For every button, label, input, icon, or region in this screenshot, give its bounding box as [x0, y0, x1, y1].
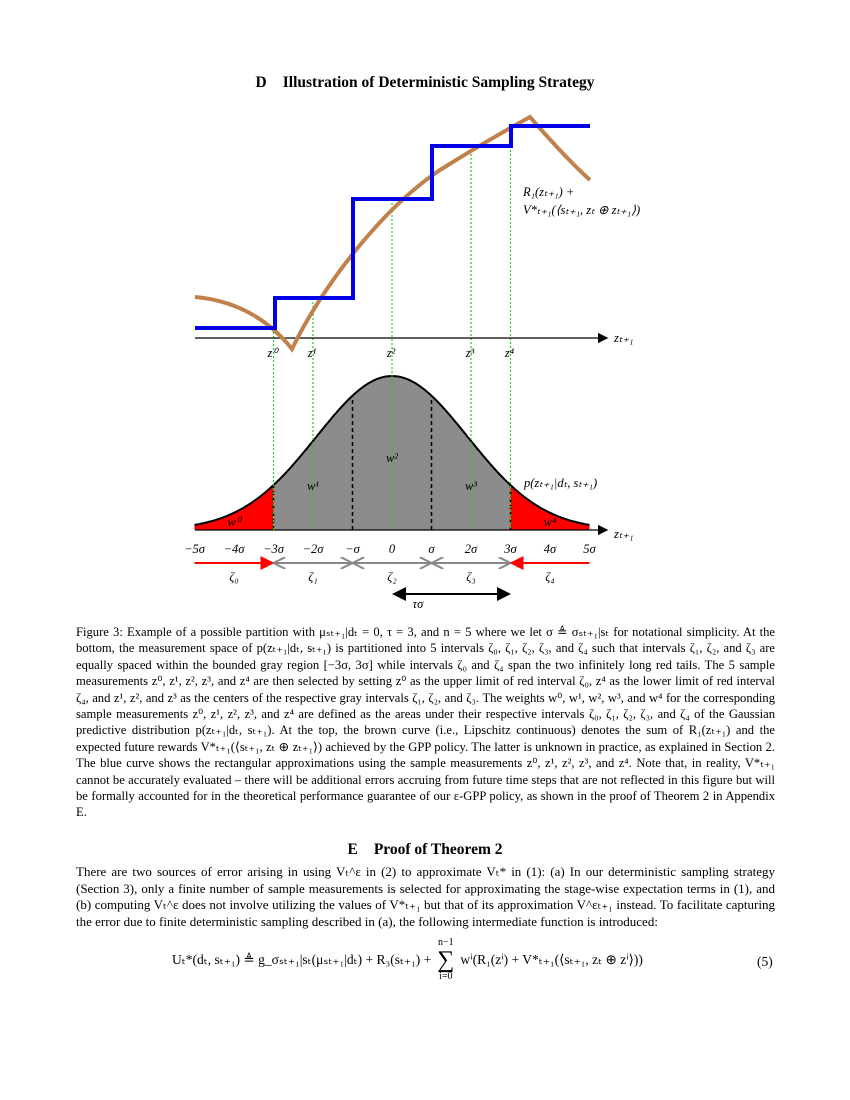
- weight-label: w¹: [307, 479, 319, 493]
- sample-label: z⁰: [267, 346, 280, 360]
- weight-label: w²: [386, 451, 398, 465]
- figure-caption: Figure 3: Example of a possible partitio…: [76, 625, 775, 820]
- sample-label: z³: [465, 346, 475, 360]
- paragraph: There are two sources of error arising i…: [76, 864, 775, 929]
- sum-lower: i=0: [439, 971, 453, 982]
- equation-lhs: Uₜ*(dₜ, sₜ₊₁) ≜ g_σₛₜ₊₁|sₜ(μₛₜ₊₁|dₜ) + R…: [172, 952, 432, 967]
- interval-label: ζ₃: [466, 570, 475, 584]
- tick-label: 4σ: [544, 542, 557, 556]
- sample-label: z¹: [307, 346, 317, 360]
- density-label: p(zₜ₊₁|dₜ, sₜ₊₁): [523, 476, 597, 490]
- equation-rhs: wⁱ(R₁(zⁱ) + V*ₜ₊₁(⟨sₜ₊₁, zₜ ⊕ zⁱ⟩)): [460, 952, 643, 967]
- tick-label: 2σ: [465, 542, 478, 556]
- interval-label: ζ₄: [545, 570, 554, 584]
- section-number: D: [255, 74, 267, 91]
- interval-label: ζ₂: [387, 570, 397, 584]
- section-title: Proof of Theorem 2: [373, 841, 503, 858]
- tail-region: [194, 485, 274, 530]
- sample-label: z⁴: [504, 346, 515, 360]
- section-heading: E Proof of Theorem 2: [0, 841, 850, 859]
- sample-label: z²: [386, 346, 396, 360]
- tick-label: σ: [428, 542, 435, 556]
- weight-label: w⁴: [544, 515, 557, 529]
- section-number: E: [347, 841, 358, 858]
- axis-label: zₜ₊₁: [613, 331, 634, 345]
- weight-label: w³: [465, 479, 477, 493]
- summation: n−1 ∑ i=0: [437, 938, 454, 982]
- span-label: τσ: [413, 597, 424, 611]
- gaussian-plot: [194, 126, 609, 536]
- tick-label: −4σ: [224, 542, 246, 556]
- tick-label: −σ: [345, 542, 360, 556]
- section-heading: D Illustration of Deterministic Sampling …: [0, 74, 850, 92]
- tail-region: [510, 485, 590, 530]
- axis-label: zₜ₊₁: [613, 527, 634, 541]
- interval-label: ζ₀: [229, 570, 238, 584]
- sum-upper: n−1: [438, 937, 454, 948]
- sum-symbol: ∑: [437, 947, 455, 973]
- curve-label: R₁(zₜ₊₁) +: [522, 185, 574, 199]
- curve-label: V*ₜ₊₁(⟨sₜ₊₁, zₜ ⊕ zₜ₊₁⟩): [523, 203, 640, 217]
- interval-label: ζ₁: [308, 570, 317, 584]
- tick-label: −5σ: [184, 542, 206, 556]
- section-title: Illustration of Deterministic Sampling S…: [282, 74, 595, 91]
- tick-label: 3σ: [503, 542, 517, 556]
- tick-label: 0: [389, 542, 396, 556]
- figure: zₜ₊₁ R₁(zₜ₊₁) + V*ₜ₊₁(⟨sₜ₊₁, zₜ ⊕ zₜ₊₁⟩)…: [184, 114, 640, 611]
- tick-label: −3σ: [263, 542, 285, 556]
- step-approximation: [195, 124, 590, 330]
- equation-number: (5): [757, 954, 773, 969]
- tick-label: 5σ: [583, 542, 596, 556]
- equation: Uₜ*(dₜ, sₜ₊₁) ≜ g_σₛₜ₊₁|sₜ(μₛₜ₊₁|dₜ) + R…: [172, 938, 643, 982]
- tick-label: −2σ: [303, 542, 325, 556]
- weight-label: w⁰: [227, 515, 242, 529]
